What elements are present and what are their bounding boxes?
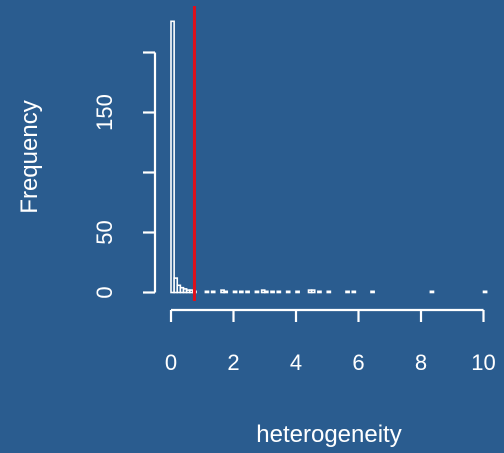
histogram-bar xyxy=(263,290,269,294)
x-tick-label: 8 xyxy=(415,350,427,375)
x-tick-label: 0 xyxy=(165,350,177,375)
y-tick-label: 50 xyxy=(92,220,117,244)
x-axis-title: heterogeneity xyxy=(256,421,401,448)
histogram-bar xyxy=(276,290,282,294)
x-axis-ticks: 0 2 4 6 8 10 xyxy=(165,310,496,375)
histogram-bar xyxy=(310,289,316,294)
y-tick-label: 0 xyxy=(92,286,117,298)
histogram-bar xyxy=(232,290,238,294)
y-tick-label: 150 xyxy=(92,94,117,131)
histogram-bar xyxy=(254,290,260,294)
x-tick-label: 6 xyxy=(352,350,364,375)
x-tick-label: 4 xyxy=(290,350,302,375)
histogram-bar xyxy=(317,290,322,294)
x-tick-label: 2 xyxy=(227,350,239,375)
x-tick-label: 10 xyxy=(471,350,495,375)
y-axis-ticks: 0 50 150 xyxy=(92,51,155,299)
histogram-bar xyxy=(245,290,250,294)
histogram-bar xyxy=(345,290,350,294)
histogram-bar xyxy=(326,290,332,294)
histogram-bars xyxy=(170,20,488,294)
histogram-bar xyxy=(429,290,435,294)
histogram-bar xyxy=(482,290,488,294)
histogram-bar xyxy=(238,290,244,294)
histogram-bar xyxy=(223,290,229,294)
histogram-bar xyxy=(295,290,300,294)
histogram-bar xyxy=(170,20,175,294)
histogram-bar xyxy=(204,290,210,294)
histogram-bar xyxy=(210,290,216,294)
histogram-bar xyxy=(285,290,291,294)
y-axis-title: Frequency xyxy=(16,100,43,213)
histogram-bar xyxy=(270,290,275,294)
histogram-bar xyxy=(370,290,375,294)
histogram-bar xyxy=(351,290,357,294)
